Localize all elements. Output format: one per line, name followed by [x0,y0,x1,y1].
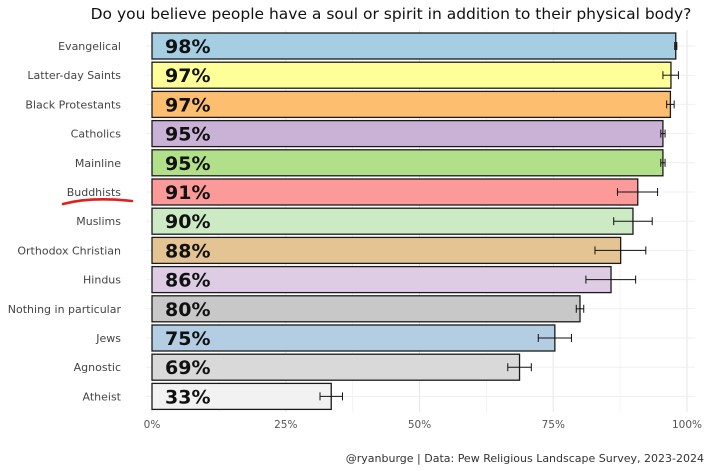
value-label: 91% [165,182,210,204]
category-label: Hindus [83,274,121,287]
value-label: 95% [165,124,210,146]
x-tick-label: 50% [408,419,431,431]
bar [151,207,634,235]
highlight-underline [61,198,134,206]
category-label: Atheist [83,390,122,403]
value-label: 75% [165,328,210,350]
value-label: 97% [165,65,210,87]
bar [151,90,672,119]
bar [151,32,677,60]
bar [151,382,332,411]
x-tick-label: 25% [274,419,297,431]
bars [151,32,679,411]
x-tick-label: 75% [542,419,565,431]
value-label: 95% [165,153,210,175]
value-label: 69% [165,357,210,379]
category-label: Nothing in particular [8,303,122,316]
category-label: Black Protestants [25,98,121,111]
bar [151,295,581,323]
bar [151,149,664,177]
x-tick-label: 0% [144,419,161,431]
chart-caption: @ryanburge | Data: Pew Religious Landsca… [346,452,704,465]
category-label: Jews [95,332,121,345]
bar [151,119,664,148]
x-tick-label: 100% [672,419,702,431]
category-label: Agnostic [74,361,121,374]
value-label: 88% [165,240,210,262]
category-label: Buddhists [67,186,122,199]
bar [151,61,672,89]
category-label: Catholics [71,128,122,141]
value-label: 98% [165,36,210,58]
x-axis: 0% 25% 50% 75% 100% [144,419,702,431]
category-label: Orthodox Christian [17,244,121,257]
category-label: Evangelical [58,40,121,53]
category-label: Muslims [76,215,121,228]
labels: 98% Evangelical 97% Latter-day Saints 97% Bla… [8,36,211,408]
value-label: 97% [165,94,210,116]
category-label: Mainline [75,157,121,170]
bar [151,236,622,265]
bar [151,353,521,381]
bar [151,324,556,352]
category-label: Latter-day Saints [27,69,121,82]
bar [151,178,639,206]
value-label: 80% [165,299,210,321]
chart-title: Do you believe people have a soul or spi… [91,5,692,23]
value-label: 33% [165,386,210,408]
value-label: 86% [165,270,210,292]
bar [151,265,612,294]
value-label: 90% [165,211,210,233]
